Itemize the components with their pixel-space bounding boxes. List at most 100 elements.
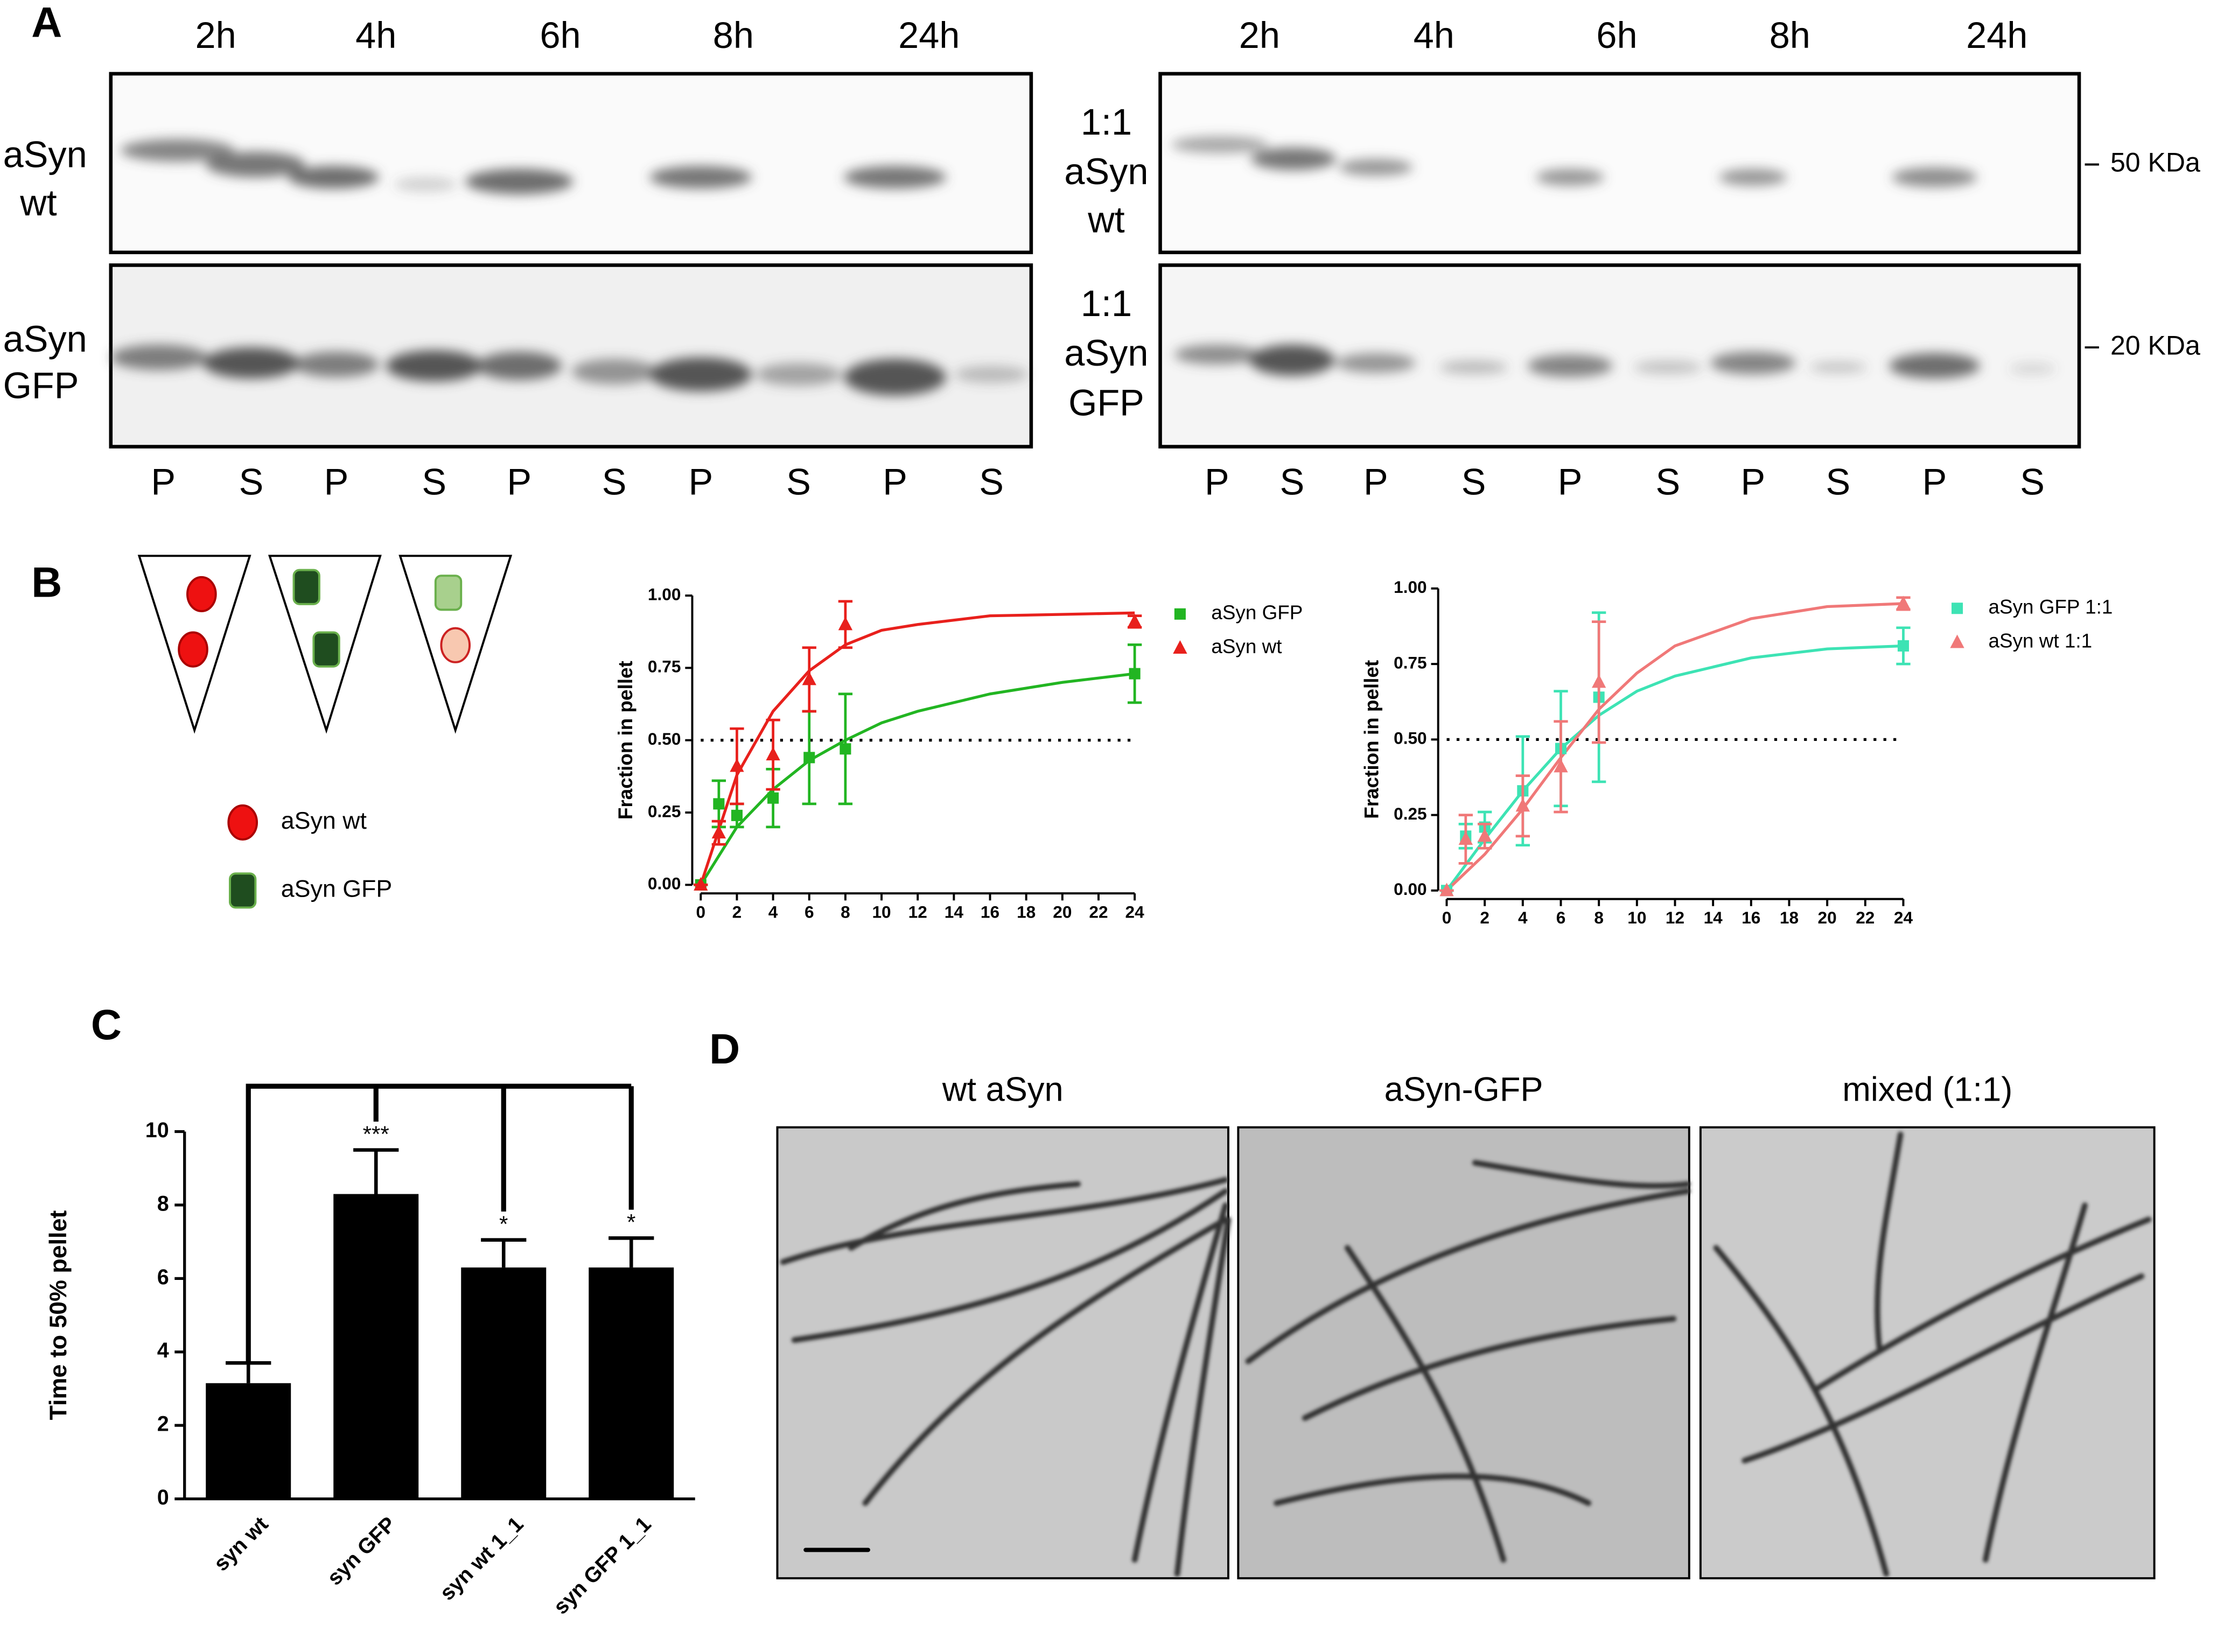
comparison-bracket <box>246 1083 634 1363</box>
em-title: mixed (1:1) <box>1842 1070 2012 1108</box>
x-tick-label: 22 <box>1089 902 1108 921</box>
y-tick-label: 8 <box>157 1192 169 1215</box>
x-tick-label: 10 <box>1627 908 1646 927</box>
x-tick-label: 16 <box>981 902 999 921</box>
x-tick-label: 24 <box>1894 908 1913 927</box>
y-tick-label: 2 <box>157 1412 169 1436</box>
lane-label: P <box>1922 461 1947 503</box>
y-tick-label: 10 <box>145 1118 169 1142</box>
data-point <box>711 825 726 839</box>
error-bar <box>609 1236 654 1268</box>
data-point <box>803 752 815 764</box>
y-tick-label: 0.00 <box>648 874 681 893</box>
lane-label: P <box>1740 461 1765 503</box>
mw-marker: 50 KDa <box>2110 148 2200 178</box>
data-point <box>713 798 725 810</box>
em-title: aSyn-GFP <box>1384 1070 1543 1108</box>
x-tick-label: syn GFP 1_1 <box>549 1512 655 1619</box>
lane-label: S <box>979 461 1004 503</box>
lane-label: P <box>688 461 713 503</box>
em-images <box>776 1126 2156 1580</box>
x-tick-label: 2 <box>1480 908 1489 927</box>
data-point <box>1477 828 1492 842</box>
row-label: wt <box>1087 199 1124 241</box>
panel-letter: B <box>31 558 62 606</box>
x-tick-label: 6 <box>805 902 814 921</box>
lane-label: S <box>2020 461 2045 503</box>
row-label: 1:1 <box>1081 283 1132 324</box>
panel-letter: A <box>31 0 62 46</box>
row-label: GFP <box>3 365 79 407</box>
em-title: wt aSyn <box>942 1070 1064 1108</box>
data-point <box>838 617 853 631</box>
row-label: aSyn <box>1064 151 1148 192</box>
y-axis-title: Fraction in pellet <box>614 661 637 820</box>
lane-label: S <box>422 461 446 503</box>
data-point <box>767 792 779 804</box>
bar <box>461 1267 547 1499</box>
legend-label: aSyn GFP <box>1211 601 1303 624</box>
fit-curve <box>1445 644 1904 892</box>
data-point <box>1129 668 1141 680</box>
data-point <box>731 809 743 821</box>
x-tick-label: 2 <box>732 902 742 921</box>
y-tick-label: 0.25 <box>648 801 681 821</box>
time-label: 24h <box>898 15 960 56</box>
x-tick-label: syn GFP <box>323 1512 400 1590</box>
lane-label: P <box>507 461 531 503</box>
legend-marker <box>1952 603 1963 614</box>
x-tick-label: 24 <box>1125 902 1145 921</box>
error-bar <box>226 1361 271 1383</box>
legend-label: aSyn wt 1:1 <box>1988 630 2092 652</box>
x-tick-label: 22 <box>1856 908 1875 927</box>
y-tick-label: 0.50 <box>648 729 681 748</box>
legend-marker <box>1173 640 1187 654</box>
y-tick-label: 0.75 <box>1394 653 1427 672</box>
x-tick-label: syn wt 1_1 <box>435 1512 528 1605</box>
x-tick-label: 14 <box>1704 908 1723 927</box>
legend-marker <box>1174 608 1186 620</box>
bar <box>206 1383 291 1499</box>
lane-label: S <box>1280 461 1305 503</box>
legend-marker <box>1950 634 1964 648</box>
data-point <box>1896 596 1911 610</box>
lane-label: S <box>602 461 627 503</box>
x-tick-label: 18 <box>1780 908 1799 927</box>
panel-letter: C <box>91 1000 122 1048</box>
fit-curve <box>700 672 1135 886</box>
error-bar <box>481 1238 527 1268</box>
x-tick-label: 20 <box>1053 902 1072 921</box>
y-tick-label: 0.00 <box>1394 879 1427 899</box>
significance-label: * <box>627 1209 635 1235</box>
data-point <box>1515 798 1530 812</box>
x-tick-label: 18 <box>1017 902 1036 921</box>
data-point <box>1439 883 1454 897</box>
x-tick-label: 4 <box>1518 908 1528 927</box>
panel-letter: D <box>709 1025 740 1073</box>
time-label: 4h <box>355 15 396 56</box>
schematic-legend: aSyn GFP <box>281 876 392 902</box>
significance-label: *** <box>363 1121 389 1146</box>
time-label: 2h <box>1239 15 1280 56</box>
x-tick-label: 8 <box>1594 908 1604 927</box>
x-tick-label: 10 <box>872 902 891 921</box>
row-label: wt <box>19 182 57 223</box>
x-tick-label: 12 <box>1666 908 1684 927</box>
y-tick-label: 0.75 <box>648 657 681 676</box>
lane-label: S <box>1826 461 1851 503</box>
lane-label: P <box>883 461 907 503</box>
row-label: 1:1 <box>1081 101 1132 143</box>
time-label: 8h <box>1770 15 1810 56</box>
lane-label: S <box>786 461 811 503</box>
x-tick-label: 4 <box>768 902 778 921</box>
row-label: GFP <box>1068 382 1144 423</box>
data-point <box>1897 640 1910 652</box>
y-tick-label: 0.25 <box>1394 804 1427 823</box>
y-tick-label: 1.00 <box>1394 577 1427 597</box>
x-tick-label: 16 <box>1742 908 1760 927</box>
time-label: 6h <box>540 15 581 56</box>
data-point <box>840 743 851 755</box>
data-point <box>1591 674 1606 688</box>
